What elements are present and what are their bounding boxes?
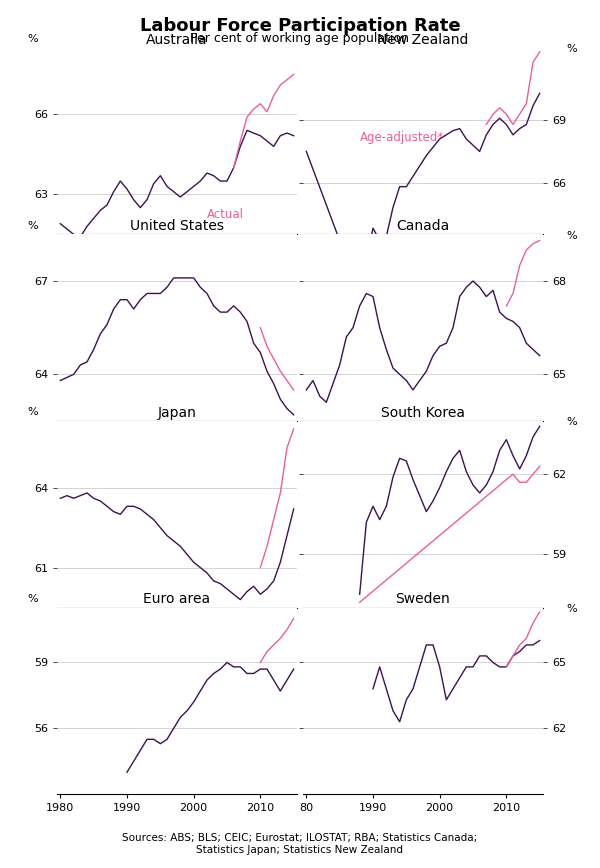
Y-axis label: %: % (28, 407, 38, 418)
Y-axis label: %: % (566, 231, 577, 240)
Title: South Korea: South Korea (381, 406, 465, 420)
Text: Sources: ABS; BLS; CEIC; Eurostat; ILOSTAT; RBA; Statistics Canada;
Statistics J: Sources: ABS; BLS; CEIC; Eurostat; ILOST… (122, 833, 478, 855)
Y-axis label: %: % (566, 604, 577, 614)
Title: Australia: Australia (146, 33, 208, 47)
Title: United States: United States (130, 220, 224, 233)
Title: Canada: Canada (397, 220, 449, 233)
Text: Per cent of working age population: Per cent of working age population (191, 32, 409, 45)
Y-axis label: %: % (566, 44, 577, 54)
Title: Sweden: Sweden (395, 593, 451, 607)
Y-axis label: %: % (28, 34, 38, 44)
Text: Age-adjusted*: Age-adjusted* (359, 131, 444, 144)
Y-axis label: %: % (566, 418, 577, 427)
Text: Actual: Actual (207, 207, 244, 220)
Title: New Zealand: New Zealand (377, 33, 469, 47)
Title: Japan: Japan (158, 406, 196, 420)
Text: Labour Force Participation Rate: Labour Force Participation Rate (140, 17, 460, 36)
Title: Euro area: Euro area (143, 593, 211, 607)
Y-axis label: %: % (28, 594, 38, 604)
Y-axis label: %: % (28, 220, 38, 231)
